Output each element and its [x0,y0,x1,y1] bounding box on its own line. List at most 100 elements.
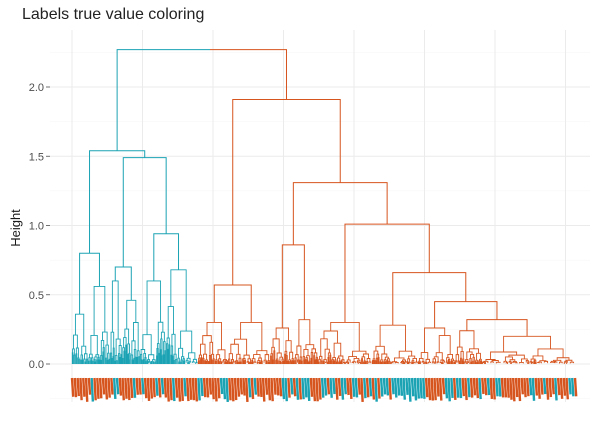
leaf-label [348,377,353,400]
leaf-label [304,377,308,398]
dendrogram-link [112,347,115,364]
leaf-label [278,377,283,397]
leaf-label [495,377,499,397]
dendrogram-link [265,360,268,364]
leaf-label [233,377,238,401]
dendrogram-link [400,361,405,363]
dendrogram-link [475,359,478,363]
leaf-label [408,377,412,402]
leaf-label [332,377,336,395]
dendrogram-link [464,361,467,364]
dendrogram-link [160,338,163,356]
dendrogram-link [235,360,239,363]
dendrogram-link [89,353,93,358]
dendrogram-link [558,361,563,364]
dendrogram-link [207,361,209,364]
dendrogram-link [291,360,293,364]
dendrogram-link [90,360,93,364]
leaf-label [312,377,317,402]
leaf-label [374,377,378,402]
leaf-label [135,377,140,395]
dendrogram-link [256,350,268,355]
dendrogram-link [178,347,184,359]
leaf-label [413,377,418,401]
leaf-label [292,377,297,397]
dendrogram-link [210,359,213,364]
dendrogram-link [152,362,155,364]
leaf-label [245,377,249,402]
y-axis: 0.0 0.5 1.0 1.5 2.0 [29,82,50,371]
leaf-label [329,377,333,398]
leaf-label [393,377,398,398]
dendrogram-link [460,351,464,360]
dendrogram-link [400,361,403,364]
dendrogram-link [564,360,568,363]
dendrogram-link [140,359,143,364]
dendrogram-link [320,338,328,357]
dendrogram-link [114,360,117,364]
dendrogram-link [394,361,399,364]
leaf-label [211,377,215,400]
leaf-label [138,377,142,395]
dendrogram-link [519,361,524,364]
dendrogram-link [303,349,309,357]
dendrogram-link [432,358,436,362]
leaf-label [253,377,258,395]
leaf-label [354,377,359,398]
dendrogram-link [75,353,78,364]
leaf-label [256,377,260,397]
dendrogram-link [234,338,248,356]
dendrogram-link [476,362,479,364]
dendrogram-link [271,359,274,364]
leaf-labels [70,377,578,402]
dendrogram-link [333,342,342,358]
dendrogram-link [310,357,313,364]
dendrogram-link [377,357,380,364]
dendrogram-link [385,361,387,364]
dendrogram-link [417,361,420,364]
dendrogram-link [368,361,372,364]
dendrogram-link [213,284,252,323]
leaf-label [191,377,196,401]
leaf-label [163,377,168,398]
dendrogram-link [264,354,270,361]
leaf-label [197,377,201,401]
dendrogram-link [331,360,333,364]
leaf-label [177,377,182,402]
dendrogram-link [482,361,486,363]
dendrogram-link [435,352,443,360]
dendrogram-link [357,359,361,363]
dendrogram-link [110,358,113,364]
dendrogram-link [242,360,245,364]
dendrogram-link [302,356,306,364]
leaf-label [124,377,128,399]
leaf-label [110,377,114,395]
dendrogram-link [271,346,275,354]
dendrogram-link [126,299,137,330]
leaf-label [556,377,561,396]
dendrogram-link [268,361,271,364]
dendrogram-link [535,361,537,364]
dendrogram-link [133,357,136,364]
dendrogram-link [283,360,286,364]
dendrogram-link [527,361,530,364]
leaf-label [534,377,539,396]
dendrogram-link [240,322,263,351]
leaf-label [565,377,569,400]
dendrogram-link [485,359,496,362]
dendrogram-link [448,361,451,364]
dendrogram-link [419,361,421,364]
dendrogram-link [150,362,153,364]
dendrogram-link [246,361,250,364]
dendrogram-link [379,361,382,364]
dendrogram-link [456,346,463,355]
dendrogram-link [148,354,155,360]
leaf-label [419,377,423,399]
leaf-label [295,377,300,400]
dendrogram-link [287,361,290,364]
leaf-label [554,377,558,401]
dendrogram-link [537,348,564,358]
leaf-label [368,377,373,397]
leaf-label [438,377,443,401]
dendrogram-link [94,361,97,364]
